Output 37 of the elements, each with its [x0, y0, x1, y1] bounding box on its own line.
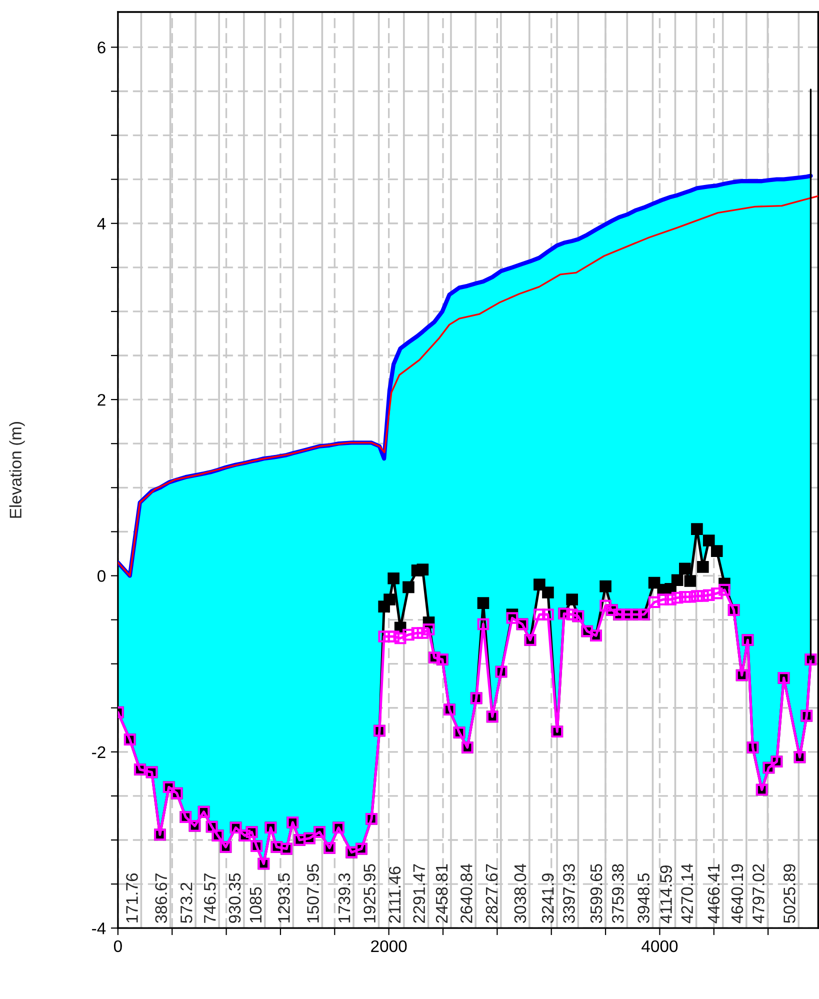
ref-line-label: 4466.41	[708, 864, 720, 924]
ref-line-label: 3397.93	[563, 864, 575, 924]
ref-line-label: 1507.95	[307, 864, 319, 922]
ref-line-label: 2291.47	[413, 864, 426, 923]
ref-line-label: 4797.02	[752, 864, 764, 924]
ref-line-label: 930.35	[228, 873, 241, 923]
ref-line-label: 3948.5	[638, 873, 650, 924]
ref-line-label: 3038.04	[514, 864, 526, 924]
ref-line-label: 1925.95	[364, 864, 376, 922]
ref-line-label: 746.57	[204, 874, 216, 923]
y-tick-label: 4	[97, 218, 106, 230]
y-tick-label: 6	[98, 42, 106, 54]
ref-line-label: 1293.5	[278, 873, 290, 922]
x-tick-label: 4000	[642, 940, 678, 952]
ref-line-label: 4114.59	[660, 865, 672, 924]
ref-line-label: 3241.9	[542, 873, 554, 924]
ref-line-label: 171.76	[126, 873, 138, 922]
y-tick-label: 0	[98, 570, 106, 582]
y-axis-title: Elevation (m)	[9, 422, 25, 518]
ref-line-label: 573.2	[180, 882, 192, 923]
ref-line-label: 1085	[250, 887, 262, 922]
ref-line-label: 3599.65	[590, 864, 602, 924]
ref-line-label: 4270.14	[681, 864, 694, 924]
ref-line-label: 4640.19	[731, 864, 744, 924]
x-tick-label: 0	[114, 940, 122, 952]
x-tick-label: 2000	[371, 940, 407, 952]
y-tick-label: -2	[92, 746, 106, 758]
ref-line-label: 2640.84	[460, 864, 472, 923]
ref-line-label: 1739.3	[338, 873, 350, 922]
ref-line-label: 3759.38	[612, 864, 624, 924]
y-tick-label: 2	[98, 394, 106, 406]
ref-line-label: 2827.67	[486, 864, 498, 923]
ref-line-label: 386.67	[155, 874, 168, 924]
y-tick-label: -4	[92, 922, 106, 934]
ref-line-label: 5025.89	[784, 864, 796, 923]
ref-line-label: 2111.46	[388, 866, 401, 923]
ref-line-label: 2458.81	[436, 864, 448, 923]
